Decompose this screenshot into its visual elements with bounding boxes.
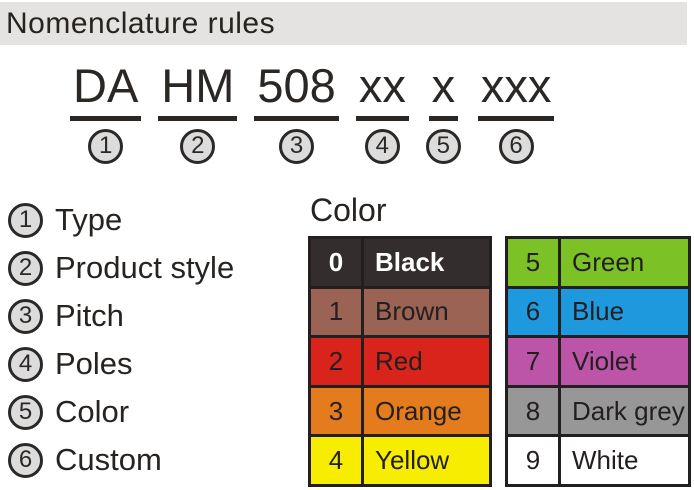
circled-number-icon: 4: [8, 346, 43, 382]
color-table-row: 2 Red: [311, 338, 489, 385]
color-code-cell: 6: [508, 288, 561, 336]
color-name-cell: Yellow: [375, 445, 450, 476]
color-name-cell: Blue: [572, 296, 625, 327]
color-code-cell: 9: [508, 437, 561, 484]
color-name-cell: Red: [375, 345, 423, 376]
color-table-row: 0 Black: [311, 239, 489, 286]
circled-number-icon: 1: [8, 202, 43, 238]
circled-number-icon: 5: [8, 394, 43, 430]
formula-segment-text: HM: [158, 60, 238, 121]
formula-segment-text: x: [428, 60, 459, 121]
formula-segment-text: 508: [254, 60, 339, 121]
color-name-cell: Black: [375, 246, 445, 277]
color-name-cell: Brown: [375, 296, 449, 327]
formula-segment: DA 1: [70, 60, 142, 164]
legend-item: 5 Color: [8, 394, 234, 430]
color-code-cell: 2: [311, 338, 364, 385]
color-code-cell: 5: [508, 239, 561, 286]
formula-segment: xxx 6: [477, 60, 555, 164]
color-code-cell: 8: [508, 387, 561, 435]
color-name-cell: Dark grey: [572, 395, 685, 426]
page-title: Nomenclature rules: [6, 6, 276, 40]
formula-segment-text: xxx: [477, 60, 555, 121]
color-code-cell: 7: [508, 338, 561, 385]
legend-item: 1 Type: [8, 202, 234, 238]
circled-number-icon: 2: [8, 250, 43, 286]
color-table-row: 5 Green: [508, 239, 688, 286]
formula-segment: xx 4: [355, 60, 409, 164]
circled-number-icon: 6: [498, 128, 534, 164]
formula-segment: HM 2: [158, 60, 238, 164]
legend-list: 1 Type 2 Product style 3 Pitch 4 Poles 5…: [8, 202, 234, 478]
title-bar: Nomenclature rules: [0, 2, 687, 45]
formula-segment-text: xx: [355, 60, 409, 121]
color-name-cell: White: [572, 445, 639, 476]
formula-segment-text: DA: [70, 60, 142, 121]
formula-segment: 508 3: [254, 60, 339, 164]
color-code-cell: 3: [311, 387, 364, 435]
color-table-row: 6 Blue: [508, 288, 688, 336]
legend-item-label: Type: [55, 202, 123, 237]
color-code-cell: 1: [311, 288, 364, 336]
legend-item: 4 Poles: [8, 346, 234, 382]
legend-item: 2 Product style: [8, 250, 234, 286]
formula-row: DA 1 HM 2 508 3 xx 4 x 5 xxx 6: [70, 60, 555, 164]
legend-item-label: Custom: [55, 442, 162, 477]
circled-number-icon: 6: [8, 442, 43, 478]
circled-number-icon: 2: [180, 128, 216, 164]
color-table-row: 1 Brown: [311, 288, 489, 336]
color-name-cell: Violet: [572, 345, 637, 376]
legend-item: 6 Custom: [8, 442, 234, 478]
circled-number-icon: 1: [88, 128, 124, 164]
circled-number-icon: 3: [8, 298, 43, 334]
color-table-row: 8 Dark grey: [508, 387, 688, 435]
color-table-row: 7 Violet: [508, 338, 688, 385]
color-name-cell: Orange: [375, 395, 462, 426]
circled-number-icon: 4: [364, 128, 400, 164]
legend-item: 3 Pitch: [8, 298, 234, 334]
color-table-row: 9 White: [508, 437, 688, 484]
color-code-cell: 4: [311, 437, 364, 484]
legend-item-label: Poles: [55, 346, 133, 381]
legend-item-label: Pitch: [55, 298, 124, 333]
color-name-cell: Green: [572, 246, 645, 277]
color-table-row: 4 Yellow: [311, 437, 489, 484]
legend-item-label: Color: [55, 394, 130, 429]
circled-number-icon: 5: [425, 128, 461, 164]
formula-segment: x 5: [425, 60, 461, 164]
color-table-left: 0 Black 1 Brown 2 Red 3 Orange 4 Yellow: [308, 236, 492, 487]
color-table-right: 5 Green 6 Blue 7 Violet 8 Dark grey 9 Wh…: [505, 236, 691, 487]
color-code-cell: 0: [311, 239, 364, 286]
color-table-heading: Color: [310, 192, 387, 228]
circled-number-icon: 3: [279, 128, 315, 164]
color-table-row: 3 Orange: [311, 387, 489, 435]
legend-item-label: Product style: [55, 250, 235, 285]
